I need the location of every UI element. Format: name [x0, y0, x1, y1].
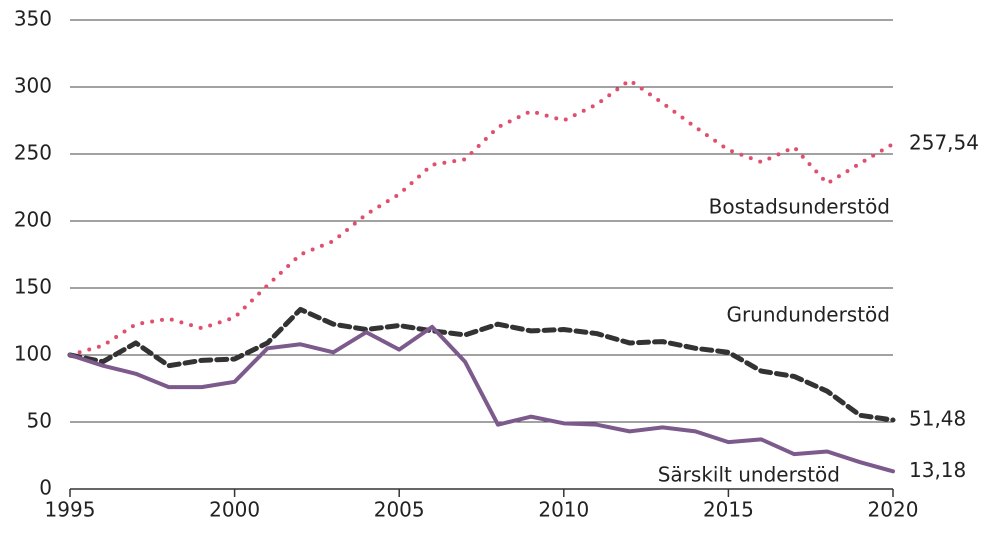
y-tick-label: 50	[27, 409, 52, 433]
y-tick-label: 300	[14, 74, 52, 98]
series-label: Grundunderstöd	[726, 303, 890, 327]
y-tick-label: 250	[14, 141, 52, 165]
y-tick-label: 200	[14, 208, 52, 232]
x-tick-label: 2015	[703, 498, 754, 522]
series-line	[68, 324, 895, 474]
x-tick-label: 2010	[538, 498, 589, 522]
x-tick-label: 1995	[45, 498, 96, 522]
series-line	[67, 306, 896, 423]
x-tick-label: 2000	[209, 498, 260, 522]
y-tick-label: 0	[39, 476, 52, 500]
x-tick-label: 2005	[374, 498, 425, 522]
y-tick-label: 150	[14, 275, 52, 299]
value-label: 257,54	[909, 130, 979, 154]
value-label: 51,48	[909, 407, 966, 431]
x-tick-label: 2020	[868, 498, 919, 522]
y-tick-label: 350	[14, 7, 52, 31]
series-label: Särskilt understöd	[658, 463, 840, 487]
series-label: Bostadsunderstöd	[709, 195, 890, 219]
value-label: 13,18	[909, 458, 966, 482]
y-tick-label: 100	[14, 342, 52, 366]
